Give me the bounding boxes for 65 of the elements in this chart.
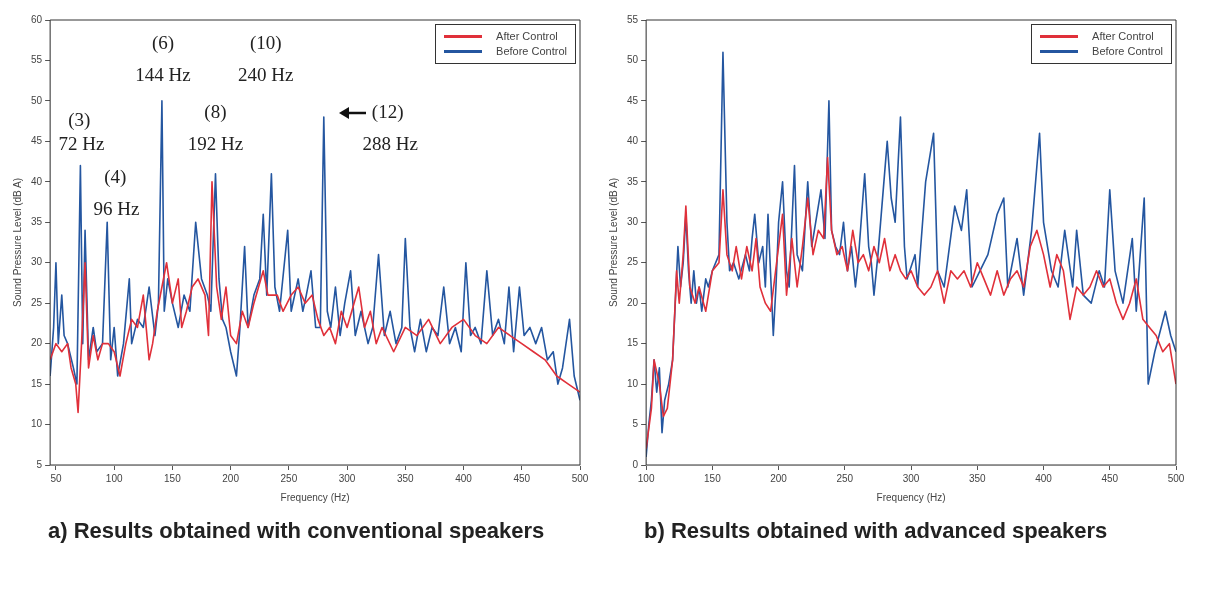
annotation: 144 Hz [135,64,191,86]
x-tick-label: 450 [1101,472,1119,484]
x-tick-label: 200 [222,472,240,484]
legend-label: After Control [496,29,558,44]
x-tick-label: 50 [50,472,62,484]
annotation: 288 Hz [362,133,419,155]
annotation: (4) [104,165,127,188]
x-tick-label: 200 [770,472,788,484]
legend-label: Before Control [1092,44,1163,59]
annotation: 72 Hz [58,133,105,155]
y-tick-label: 35 [31,216,43,228]
y-tick-label: 45 [31,135,43,147]
annotation: 96 Hz [93,198,140,219]
x-tick-label: 150 [704,472,722,484]
y-tick-label: 20 [627,296,639,308]
annotation: (8) [204,100,227,123]
y-tick-label: 5 [632,418,639,430]
x-tick-label: 300 [338,472,356,484]
annotation: (3) [68,109,91,131]
y-tick-label: 15 [627,337,639,349]
annotation: (10) [249,32,282,55]
legend-label: Before Control [496,44,567,59]
y-tick-label: 15 [31,377,43,389]
y-tick-label: 30 [31,256,43,268]
annotation: (6) [151,32,175,55]
y-tick-label: 50 [627,54,639,66]
x-tick-label: 350 [396,472,415,484]
text: a) Results obtained with conventional speakers [47,517,546,544]
y-tick-label: 35 [627,175,639,187]
y-tick-label: 55 [627,13,639,25]
y-tick-label: 25 [627,256,639,268]
legend-label: After Control [1092,29,1154,44]
x-tick-label: 100 [105,472,123,484]
x-axis-title: Frequency (Hz) [280,491,350,503]
annotation: (12) [371,100,404,123]
x-tick-label: 400 [1035,472,1053,484]
y-tick-label: 60 [31,13,43,25]
x-tick-label: 250 [836,472,854,484]
y-tick-label: 40 [31,175,43,187]
x-tick-label: 450 [513,472,531,484]
y-tick-label: 5 [36,458,43,470]
x-tick-label: 400 [455,472,473,484]
x-tick-label: 500 [571,472,589,484]
text: b) Results obtained with advanced speakers [643,517,1109,544]
y-tick-label: 10 [31,418,43,430]
y-axis-title: Sound Pressure Level (dB A) [11,178,23,307]
y-tick-label: 0 [632,458,639,470]
y-tick-label: 20 [31,337,43,349]
annotation: 192 Hz [187,133,244,155]
y-tick-label: 10 [627,377,639,389]
y-axis-title: Sound Pressure Level (dB A) [607,178,619,307]
x-axis-title: Frequency (Hz) [876,491,946,503]
y-tick-label: 50 [31,94,43,106]
y-tick-label: 30 [627,216,639,228]
y-tick-label: 45 [627,94,639,106]
x-tick-label: 350 [968,472,987,484]
x-tick-label: 300 [902,472,920,484]
x-tick-label: 250 [280,472,298,484]
y-tick-label: 40 [627,135,639,147]
x-tick-label: 500 [1167,472,1185,484]
x-tick-label: 150 [164,472,182,484]
y-tick-label: 55 [31,54,43,66]
annotation: 240 Hz [238,64,294,86]
x-tick-label: 100 [637,472,655,484]
y-tick-label: 25 [31,296,43,308]
